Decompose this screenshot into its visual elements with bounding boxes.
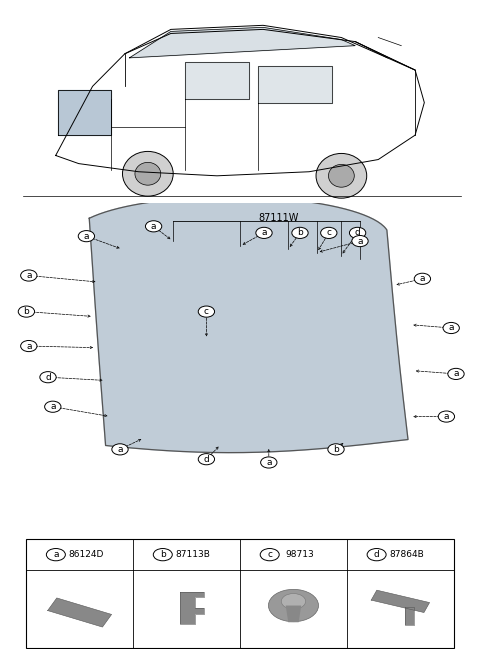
Circle shape [268,589,319,622]
Circle shape [78,230,95,241]
Circle shape [414,273,431,285]
Circle shape [47,548,65,561]
Polygon shape [58,91,111,135]
Text: c: c [204,307,209,316]
Circle shape [112,443,128,455]
Circle shape [45,401,61,412]
Polygon shape [130,28,355,58]
Polygon shape [405,607,414,625]
Text: b: b [160,550,166,559]
Circle shape [198,454,215,464]
Text: 87113B: 87113B [176,550,210,559]
Circle shape [321,227,337,239]
Text: c: c [326,228,331,237]
Text: a: a [453,369,459,379]
Text: b: b [297,228,303,237]
Circle shape [292,227,308,239]
Circle shape [260,548,279,561]
Circle shape [18,306,35,317]
Circle shape [328,165,354,187]
Circle shape [256,227,272,239]
Circle shape [21,340,37,352]
Text: a: a [444,412,449,421]
Polygon shape [180,592,204,624]
Polygon shape [286,605,301,623]
Circle shape [367,548,386,561]
Polygon shape [185,62,249,98]
Circle shape [352,236,368,247]
Circle shape [328,443,344,455]
Polygon shape [48,598,111,627]
Text: a: a [266,458,272,467]
Text: 98713: 98713 [286,550,314,559]
Circle shape [21,270,37,281]
Text: 86124D: 86124D [69,550,104,559]
Circle shape [135,163,161,185]
Text: d: d [45,373,51,382]
Circle shape [443,322,459,333]
Text: a: a [448,323,454,333]
Text: a: a [26,271,32,280]
Circle shape [281,594,306,609]
Text: a: a [261,228,267,237]
Circle shape [153,548,172,561]
Text: b: b [24,307,29,316]
Circle shape [438,411,455,422]
Text: a: a [53,550,59,559]
Text: a: a [117,445,123,454]
Polygon shape [89,197,408,453]
Text: a: a [357,237,363,245]
Text: a: a [151,222,156,231]
Text: d: d [355,228,360,237]
Circle shape [145,220,162,232]
Text: c: c [267,550,272,559]
Text: d: d [374,550,380,559]
Text: a: a [420,274,425,283]
Polygon shape [258,66,332,102]
Text: a: a [26,342,32,350]
Circle shape [198,306,215,317]
Circle shape [261,457,277,468]
Polygon shape [371,590,430,613]
Text: 87864B: 87864B [389,550,424,559]
Text: b: b [333,445,339,454]
Circle shape [448,368,464,379]
Circle shape [316,154,367,198]
Circle shape [40,371,56,383]
Text: a: a [84,232,89,241]
Text: a: a [50,402,56,411]
Circle shape [122,152,173,196]
Text: d: d [204,455,209,464]
Circle shape [349,227,366,239]
Text: 87111W: 87111W [258,213,299,222]
